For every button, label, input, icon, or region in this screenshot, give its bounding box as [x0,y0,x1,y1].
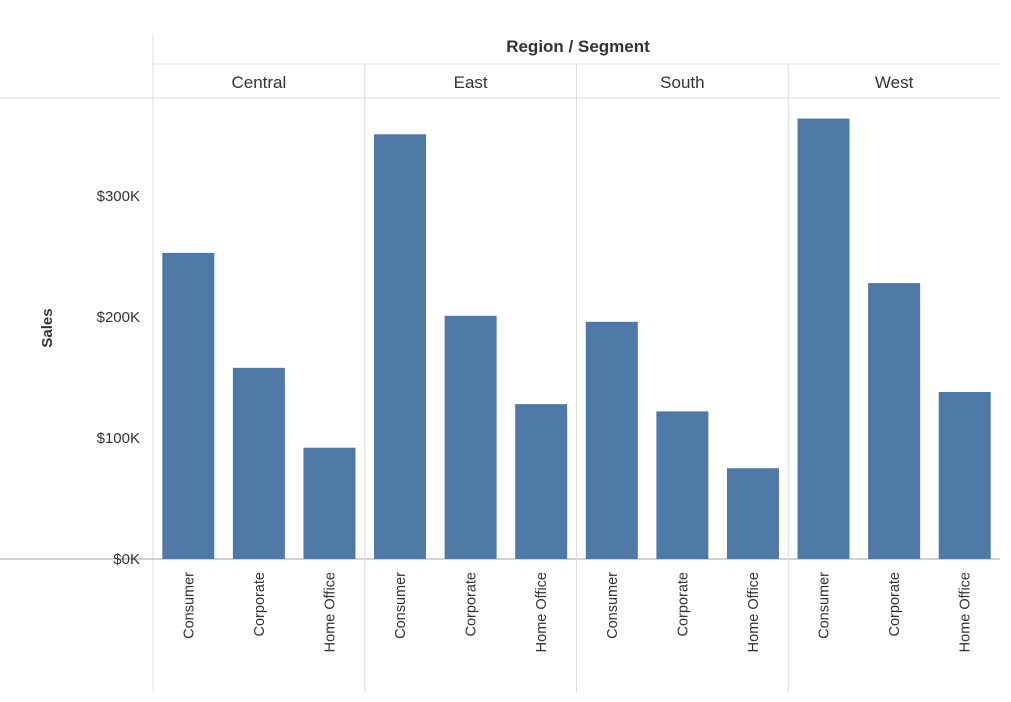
y-axis-ticks: $0K $100K $200K $300K [97,188,140,568]
region-headers: Central East South West [231,73,913,92]
category-label: Consumer [181,572,197,639]
bars [162,118,991,560]
bar [797,118,850,559]
bar [585,321,638,559]
bar [515,404,568,559]
y-tick-label: $200K [97,309,140,326]
bar [868,283,921,559]
category-label: Home Office [534,572,550,652]
bar [303,447,356,559]
region-header: South [660,73,704,92]
bar [162,252,215,559]
chart-title: Region / Segment [506,37,650,56]
region-header: Central [231,73,286,92]
category-labels: Consumer Corporate Home Office Consumer Corp… [181,572,973,652]
category-label: Corporate [252,572,268,636]
category-label: Corporate [464,572,480,636]
region-header: East [454,73,488,92]
bar [374,134,427,560]
bar [656,411,709,559]
bar [938,392,991,559]
y-tick-label: $0K [113,551,140,568]
category-label: Consumer [817,572,833,639]
bar [444,315,497,559]
category-label: Home Office [746,572,762,652]
bar [726,468,779,559]
y-tick-label: $100K [97,430,140,447]
category-label: Corporate [675,572,691,636]
region-header: West [875,73,914,92]
category-label: Home Office [322,572,338,652]
category-label: Consumer [393,572,409,639]
category-label: Consumer [605,572,621,639]
bar [232,367,285,559]
category-label: Home Office [958,572,974,652]
category-label: Corporate [887,572,903,636]
y-axis-label: Sales [39,308,56,347]
y-tick-label: $300K [97,188,140,205]
chart-frame [0,34,1000,692]
